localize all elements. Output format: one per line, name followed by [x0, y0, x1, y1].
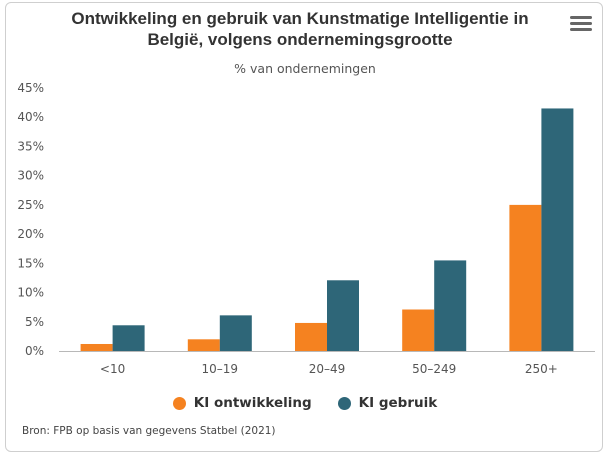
y-tick-label: 0% [25, 344, 44, 358]
y-tick-label: 10% [17, 286, 44, 300]
bar-ki-gebruik-2[interactable] [327, 280, 359, 351]
bar-ki-ontwikkeling-3[interactable] [402, 309, 435, 351]
bar-ki-ontwikkeling-2[interactable] [295, 322, 327, 351]
legend-item-ki-gebruik[interactable]: KI gebruik [337, 395, 438, 411]
chart-container [5, 2, 603, 452]
chart-title: Ontwikkeling en gebruik van Kunstmatige … [0, 8, 600, 50]
y-tick-label: 45% [17, 81, 44, 95]
legend: KI ontwikkeling KI gebruik [0, 395, 610, 411]
bar-ki-ontwikkeling-0[interactable] [80, 343, 113, 351]
bar-ki-ontwikkeling-1[interactable] [187, 339, 220, 351]
x-tick-label: 10–19 [202, 362, 239, 376]
legend-label-ki-ontwikkeling: KI ontwikkeling [193, 395, 312, 411]
y-tick-label: 35% [17, 139, 44, 153]
x-tick-label: 250+ [525, 362, 558, 376]
bar-ki-gebruik-0[interactable] [112, 325, 145, 351]
legend-label-ki-gebruik: KI gebruik [358, 395, 438, 411]
chart-title-line-2: België, volgens ondernemingsgrootte [147, 30, 453, 49]
y-tick-label: 30% [17, 169, 44, 183]
chart-subtitle: % van ondernemingen [234, 61, 376, 76]
chart-title-line-1: Ontwikkeling en gebruik van Kunstmatige … [71, 9, 529, 28]
y-tick-label: 20% [17, 227, 44, 241]
x-tick-label: 20–49 [309, 362, 346, 376]
legend-item-ki-ontwikkeling[interactable]: KI ontwikkeling [172, 395, 312, 411]
legend-marker-ki-ontwikkeling [172, 396, 186, 410]
menu-icon[interactable] [570, 16, 592, 34]
bar-ki-ontwikkeling-4[interactable] [509, 204, 542, 351]
bar-ki-gebruik-3[interactable] [434, 260, 467, 351]
x-tick-label: 50–249 [412, 362, 456, 376]
x-tick-label: <10 [100, 362, 125, 376]
y-tick-label: 40% [17, 110, 44, 124]
y-tick-label: 25% [17, 198, 44, 212]
y-tick-label: 15% [17, 256, 44, 270]
bar-ki-gebruik-4[interactable] [541, 108, 574, 351]
legend-marker-ki-gebruik [337, 396, 351, 410]
bar-ki-gebruik-1[interactable] [219, 315, 252, 351]
y-tick-label: 5% [25, 315, 44, 329]
source-note: Bron: FPB op basis van gegevens Statbel … [22, 425, 276, 437]
